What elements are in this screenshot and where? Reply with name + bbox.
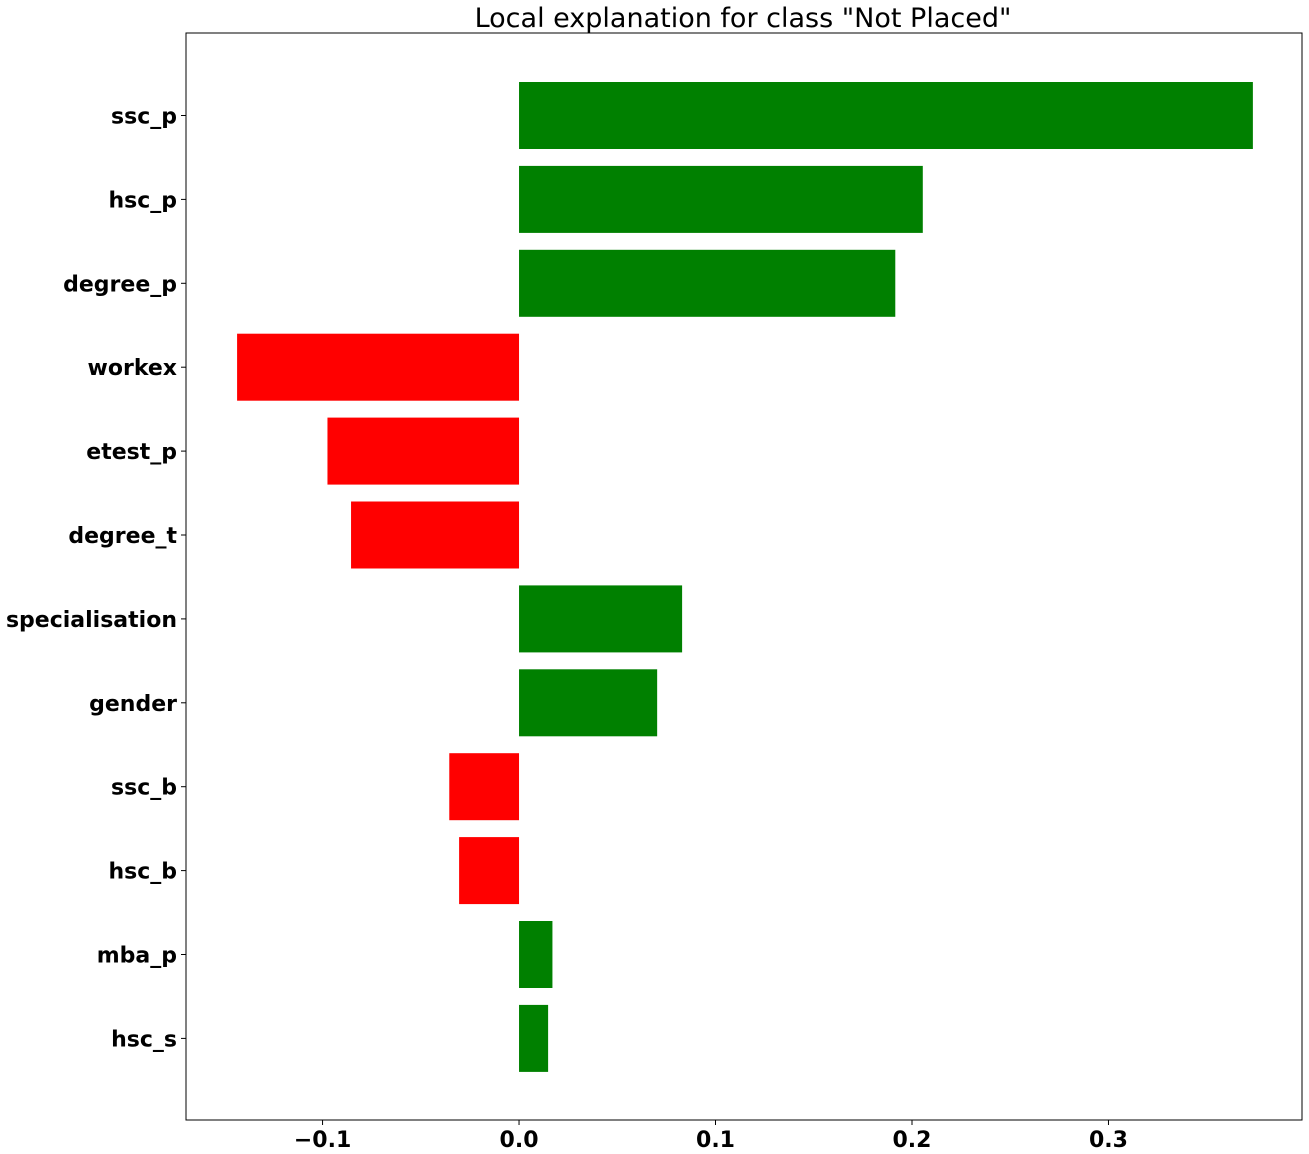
bar-degree-p [519,249,896,317]
y-tick-label-specialisation: specialisation [6,608,177,633]
y-tick-label-gender: gender [89,692,177,717]
bar-degree-t [351,501,520,569]
y-tick-label-ssc-b: ssc_b [111,776,177,801]
bar-specialisation [519,585,683,653]
bar-etest-p [327,417,520,485]
plot-frame [185,32,1303,1121]
bar-hsc-p [519,165,923,233]
bar-hsc-s [519,1004,549,1072]
bar-mba-p [519,921,553,988]
bar-ssc-b [449,753,520,821]
x-tick-label: 0.2 [892,1128,931,1153]
bar-gender [519,669,658,737]
y-tick-label-degree-p: degree_p [63,272,177,297]
x-axis-ticks: −0.1 0.0 0.1 0.2 0.3 [294,1120,1128,1153]
chart-title: Local explanation for class "Not Placed" [475,3,1012,34]
y-tick-label-hsc-p: hsc_p [108,188,177,213]
bar-workex [237,333,520,401]
bars-group [237,82,1253,1072]
bar-ssc-p [519,82,1253,149]
x-tick-label: 0.0 [500,1128,539,1153]
bar-hsc-b [459,837,520,905]
y-tick-label-hsc-s: hsc_s [111,1027,177,1052]
y-tick-label-degree-t: degree_t [68,524,177,549]
x-tick-label: 0.1 [696,1128,735,1153]
y-tick-label-etest-p: etest_p [86,440,177,465]
x-tick-label: −0.1 [294,1128,351,1153]
y-tick-label-mba-p: mba_p [97,944,177,969]
x-tick-label: 0.3 [1089,1128,1128,1153]
y-tick-label-hsc-b: hsc_b [108,860,177,885]
y-tick-label-workex: workex [88,356,177,381]
y-tick-label-ssc-p: ssc_p [111,105,177,130]
